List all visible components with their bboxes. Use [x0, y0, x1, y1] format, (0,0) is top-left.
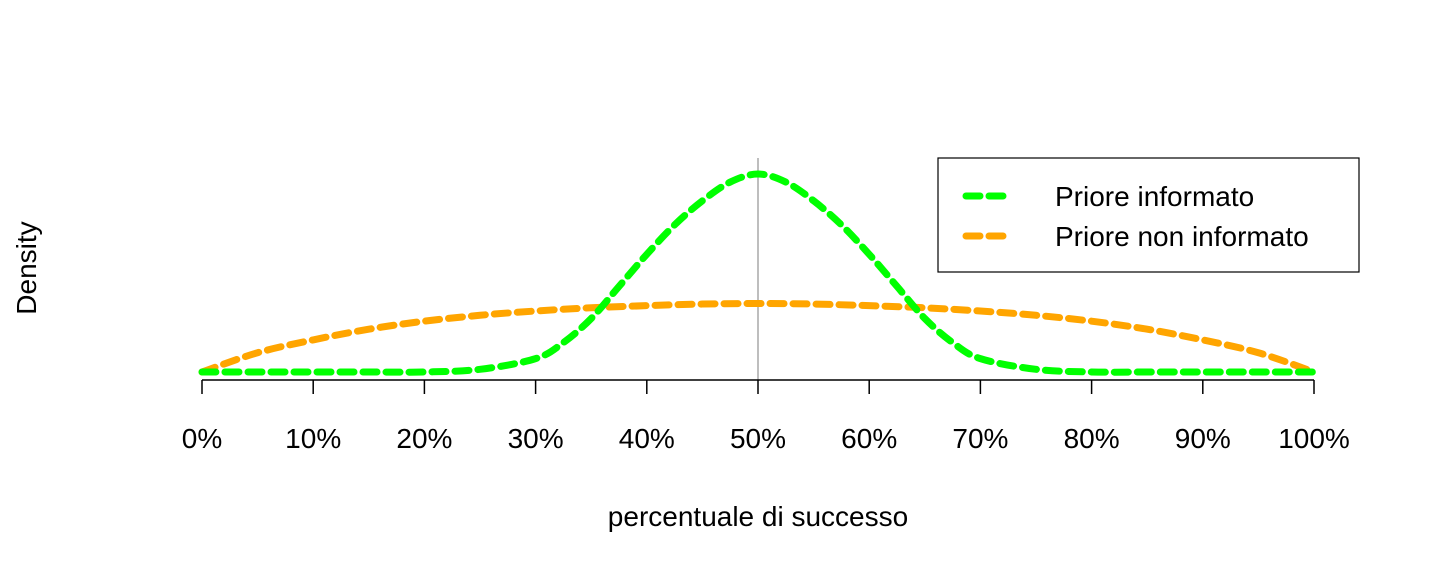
legend-label-priore-non-informato: Priore non informato — [1055, 221, 1309, 252]
x-tick-label: 10% — [285, 423, 341, 454]
x-tick-label: 70% — [952, 423, 1008, 454]
legend-label-priore-informato: Priore informato — [1055, 181, 1254, 212]
x-tick-label: 60% — [841, 423, 897, 454]
x-tick-label: 90% — [1175, 423, 1231, 454]
series-line-priore-informato — [198, 170, 1318, 376]
legend: Priore informato Priore non informato — [937, 157, 1360, 273]
x-axis-label: percentuale di successo — [608, 501, 908, 532]
x-tick-label: 80% — [1064, 423, 1120, 454]
legend-box — [937, 157, 1360, 273]
x-tick-label: 100% — [1278, 423, 1350, 454]
x-tick-label: 40% — [619, 423, 675, 454]
series-layer — [198, 170, 1318, 376]
y-axis-label: Density — [11, 221, 42, 314]
x-tick-label: 30% — [508, 423, 564, 454]
x-tick-label: 50% — [730, 423, 786, 454]
series-line-priore-non-informato — [198, 300, 1318, 376]
x-tick-label: 0% — [182, 423, 222, 454]
x-ticks: 0% 10% 20% 30% 40% 50% 60% 70% 80% 90% 100% — [182, 380, 1350, 454]
x-tick-label: 20% — [396, 423, 452, 454]
